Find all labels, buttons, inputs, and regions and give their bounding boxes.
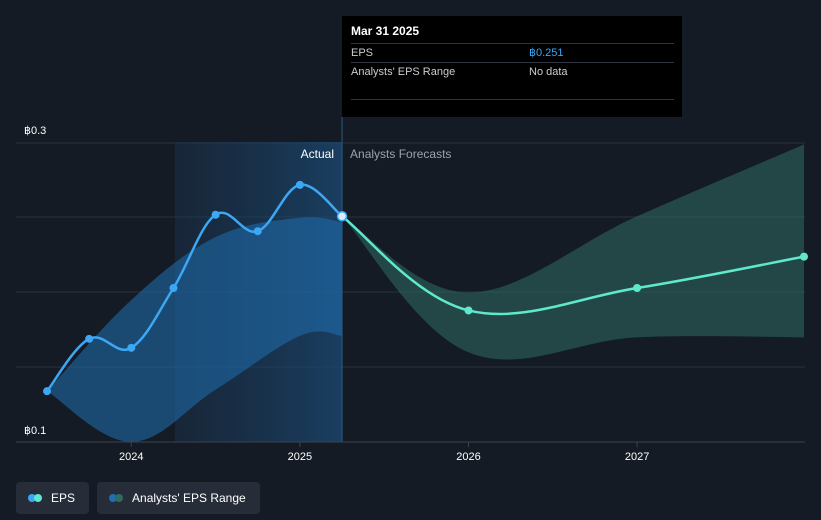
eps-forecast-point[interactable]: [464, 306, 473, 315]
eps-point[interactable]: [43, 387, 51, 396]
eps-point[interactable]: [295, 180, 304, 189]
eps-forecast-line: [341, 215, 805, 316]
forecast-eps-range-band: [342, 144, 804, 360]
eps-point[interactable]: [127, 343, 136, 352]
legend-item-eps-range[interactable]: Analysts' EPS Range: [97, 482, 260, 514]
tooltip-row-eps: EPS ฿0.251: [351, 43, 674, 62]
legend-eps-range-label: Analysts' EPS Range: [132, 491, 246, 505]
tooltip-date: Mar 31 2025: [351, 24, 420, 38]
forecast-region-label: Analysts Forecasts: [350, 147, 451, 161]
eps-point[interactable]: [211, 210, 220, 219]
legend: EPS Analysts' EPS Range: [16, 482, 260, 514]
x-tick-label: 2024: [119, 451, 143, 463]
actual-region-label: Actual: [301, 147, 334, 161]
eps-point[interactable]: [85, 334, 94, 343]
eps-forecast-point[interactable]: [800, 252, 808, 261]
tooltip-eps-value: ฿0.251: [529, 47, 564, 59]
legend-eps-label: EPS: [51, 491, 76, 505]
tooltip-row-range: Analysts' EPS Range No data: [351, 62, 674, 81]
eps-point[interactable]: [169, 284, 178, 293]
eps-swatch-icon: [28, 494, 42, 502]
y-tick-label-bottom: ฿0.1: [24, 425, 46, 437]
actual-eps-range-band: [47, 217, 343, 443]
x-tick-label: 2026: [456, 451, 480, 463]
eps-point[interactable]: [253, 227, 262, 236]
tooltip-range-value: No data: [529, 66, 568, 78]
x-tick-label: 2025: [288, 451, 312, 463]
x-tick-label: 2027: [625, 451, 649, 463]
x-axis-ticks: 2024 2025 2026 2027: [119, 442, 649, 463]
eps-current-point[interactable]: [336, 211, 348, 222]
data-points: [43, 180, 808, 396]
tooltip-divider: [351, 99, 674, 100]
tooltip-eps-label: EPS: [351, 47, 374, 59]
y-tick-label-top: ฿0.3: [24, 125, 46, 137]
tooltip: Mar 31 2025 EPS ฿0.251 Analysts' EPS Ran…: [342, 16, 682, 117]
legend-item-eps[interactable]: EPS: [16, 482, 90, 514]
eps-range-swatch-icon: [109, 494, 124, 502]
tooltip-range-label: Analysts' EPS Range: [351, 66, 456, 78]
eps-forecast-point[interactable]: [633, 284, 642, 293]
